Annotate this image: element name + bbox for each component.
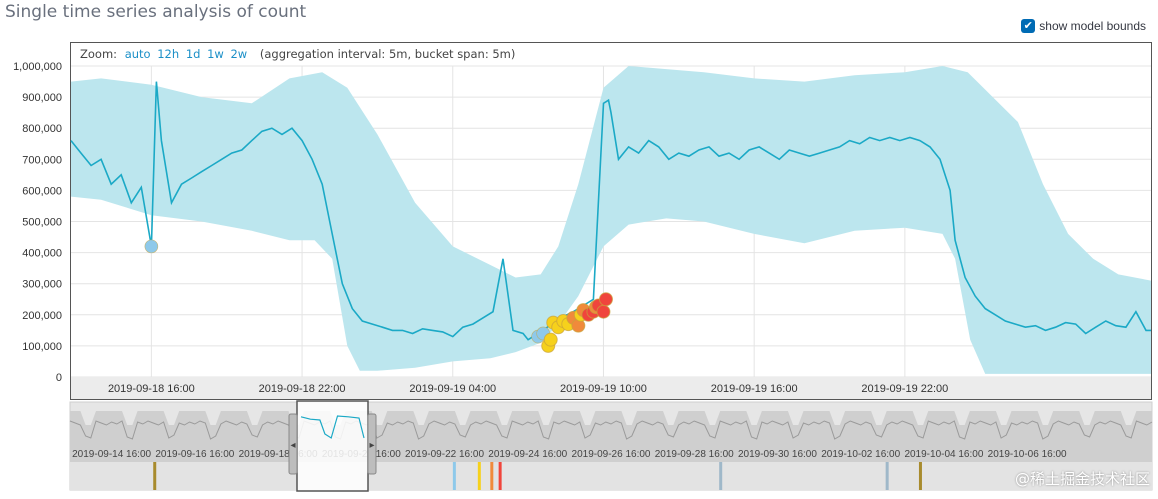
chevron-right-icon: ▸ (369, 440, 374, 451)
context-tick-label: 2019-09-28 16:00 (655, 449, 734, 460)
x-tick-label: 2019-09-19 16:00 (711, 383, 798, 395)
zoom-option-2w[interactable]: 2w (230, 47, 248, 61)
brush-handle-right[interactable] (367, 413, 377, 475)
context-tick-label: 2019-10-02 16:00 (821, 449, 900, 460)
show-model-bounds-label: show model bounds (1039, 19, 1146, 33)
swimlane-marker (918, 462, 922, 490)
x-tick-label: 2019-09-19 04:00 (409, 383, 496, 395)
x-tick-label: 2019-09-18 16:00 (108, 383, 195, 395)
y-tick-label: 500,000 (22, 217, 62, 229)
swimlane-marker (153, 462, 157, 490)
context-tick-label: 2019-10-04 16:00 (904, 449, 983, 460)
context-tick-label: 2019-09-26 16:00 (572, 449, 651, 460)
y-tick-label: 800,000 (22, 123, 62, 135)
y-tick-label: 0 (56, 372, 62, 384)
swimlane-strip (70, 462, 1152, 490)
y-tick-label: 700,000 (22, 154, 62, 166)
chevron-left-icon: ◂ (290, 440, 295, 451)
swimlane-marker (719, 462, 723, 490)
context-tick-label: 2019-09-24 16:00 (488, 449, 567, 460)
show-model-bounds-toggle[interactable]: ✔ show model bounds (1021, 19, 1146, 33)
swimlane-marker (477, 462, 481, 490)
swimlane-marker (885, 462, 889, 490)
context-tick-label: 2019-09-22 16:00 (405, 449, 484, 460)
zoom-option-auto[interactable]: auto (124, 47, 151, 61)
checkmark-icon[interactable]: ✔ (1021, 19, 1036, 33)
count-series-line (70, 81, 1151, 341)
x-tick-label: 2019-09-19 10:00 (560, 383, 647, 395)
y-tick-label: 300,000 (22, 279, 62, 291)
anomaly-marker (543, 332, 558, 347)
swimlane-marker (452, 462, 456, 490)
context-tick-label: 2019-09-14 16:00 (72, 449, 151, 460)
zoom-bar: Zoom: auto 12h 1d 1w 2w (aggregation int… (80, 47, 515, 61)
x-tick-label: 2019-09-19 22:00 (861, 383, 948, 395)
y-tick-label: 200,000 (22, 310, 62, 322)
context-tick-label: 2019-09-16 16:00 (155, 449, 234, 460)
x-axis-band (71, 377, 1151, 399)
anomaly-marker (596, 304, 611, 319)
swimlane-marker (490, 462, 494, 490)
y-tick-label: 400,000 (22, 248, 62, 260)
zoom-option-1d[interactable]: 1d (185, 47, 201, 61)
y-tick-label: 900,000 (22, 92, 62, 104)
watermark: @稀土掘金技术社区 (1014, 470, 1150, 488)
zoom-option-12h[interactable]: 12h (157, 47, 180, 61)
anomaly-marker (144, 239, 159, 254)
x-tick-label: 2019-09-18 22:00 (259, 383, 346, 395)
zoom-option-1w[interactable]: 1w (207, 47, 224, 61)
y-tick-label: 1,000,000 (13, 61, 62, 73)
y-tick-label: 100,000 (22, 341, 62, 353)
context-tick-label: 2019-10-06 16:00 (988, 449, 1067, 460)
brush-selection (296, 400, 369, 492)
anomaly-markers (144, 239, 613, 353)
model-bounds-band (71, 66, 1151, 374)
brush-handle-left[interactable] (288, 413, 298, 475)
brush-window (296, 400, 369, 492)
anomaly-marker (598, 292, 613, 307)
y-tick-label: 600,000 (22, 185, 62, 197)
page-title: Single time series analysis of count (5, 2, 307, 22)
context-line (69, 420, 1153, 440)
context-tick-label: 2019-09-18 16:00 (239, 449, 318, 460)
aggregation-info: (aggregation interval: 5m, bucket span: … (259, 47, 516, 61)
brush-line (300, 415, 365, 439)
zoom-label: Zoom: (80, 47, 118, 61)
swimlane-marker (498, 462, 502, 490)
context-tick-label: 2019-09-30 16:00 (738, 449, 817, 460)
